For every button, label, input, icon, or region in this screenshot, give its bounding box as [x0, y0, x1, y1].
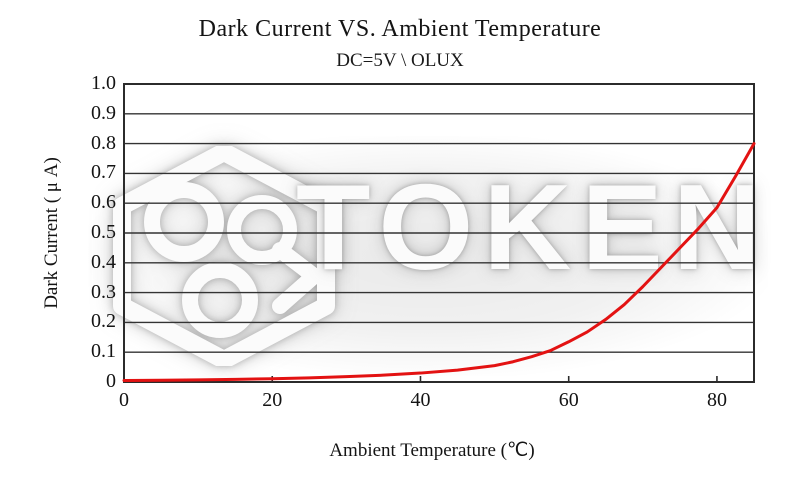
x-tick-label: 0 — [119, 389, 129, 411]
y-tick-label: 1.0 — [91, 72, 116, 95]
logo-ring-top-right — [227, 195, 297, 265]
x-tick-label: 40 — [410, 389, 431, 411]
y-tick-label: 0.7 — [91, 161, 116, 184]
y-tick-label: 0 — [106, 370, 116, 393]
y-tick-label: 0.5 — [91, 221, 116, 244]
y-axis-title: Dark Current ( μ A) — [41, 157, 62, 309]
token-hexagon-logo-icon — [113, 146, 335, 366]
y-tick-label: 0.2 — [91, 310, 116, 333]
logo-ring-top-left — [144, 182, 224, 262]
watermark-glow — [88, 136, 768, 376]
x-tick-label: 80 — [706, 389, 727, 411]
watermark-text: TOKEN — [296, 159, 771, 295]
plot-border — [123, 83, 755, 383]
logo-hexagon-outline — [113, 146, 335, 366]
x-axis-title: Ambient Temperature (℃) — [329, 440, 535, 461]
y-tick-label: 0.8 — [91, 131, 116, 154]
y-tick-label: 0.4 — [91, 250, 116, 273]
y-tick-label: 0.9 — [91, 101, 116, 124]
logo-ring-bottom — [182, 262, 258, 338]
y-tick-label: 0.6 — [91, 191, 116, 214]
y-tick-label: 0.3 — [91, 280, 116, 303]
x-tick-label: 20 — [262, 389, 283, 411]
y-tick-label: 0.1 — [91, 340, 116, 363]
data-curve — [122, 142, 756, 383]
x-tick-label: 60 — [558, 389, 579, 411]
chart-title: Dark Current VS. Ambient Temperature — [198, 16, 602, 42]
logo-chevron — [272, 242, 322, 314]
chart-subtitle: DC=5V \ OLUX — [336, 50, 464, 71]
